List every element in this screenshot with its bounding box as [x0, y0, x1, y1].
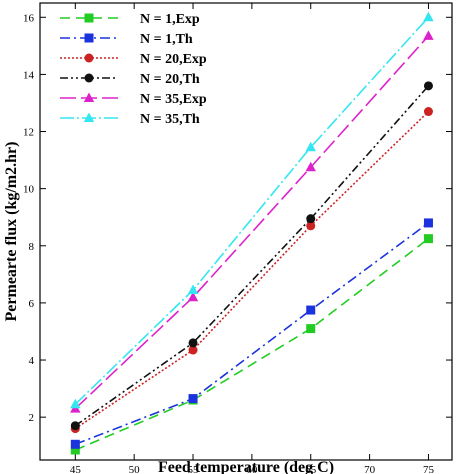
x-tick-label: 65 — [305, 464, 317, 474]
legend-entry: N = 35,Exp — [60, 92, 207, 107]
axes: 45 50 55 60 65 70 75 2 4 6 8 10 12 14 16 — [23, 2, 453, 474]
series-line — [74, 35, 430, 410]
series-line — [74, 85, 430, 427]
series-1 — [70, 234, 433, 455]
legend-marker — [84, 73, 94, 83]
data-point — [423, 81, 433, 91]
legend-label: N = 1,Th — [140, 32, 193, 47]
y-tick-label: 16 — [23, 12, 35, 24]
y-tick-label: 10 — [23, 184, 35, 196]
data-point — [306, 214, 316, 224]
series-5 — [70, 30, 434, 413]
legend-marker — [84, 13, 94, 23]
y-axis-title: Permearte flux (kg/m2.hr) — [3, 142, 20, 322]
data-point — [423, 234, 433, 244]
data-point — [188, 345, 198, 355]
data-point — [306, 305, 316, 315]
series-3 — [70, 107, 433, 434]
x-tick-label: 70 — [364, 464, 376, 474]
series-line — [75, 238, 429, 451]
data-point — [423, 30, 434, 40]
series-line — [74, 16, 430, 405]
x-tick-label: 55 — [188, 464, 200, 474]
y-tick-label: 12 — [23, 127, 34, 139]
data-point — [188, 394, 198, 404]
legend-entry: N = 1,Exp — [60, 12, 200, 27]
x-axis-title: Feed temperature (deg C) — [158, 459, 334, 474]
data-point — [188, 338, 198, 348]
legend-entry: N = 20,Exp — [60, 52, 207, 67]
legend-marker — [84, 33, 94, 43]
legend-label: N = 20,Th — [140, 72, 200, 87]
legend-entry: N = 1,Th — [60, 32, 193, 47]
data-point — [423, 107, 433, 117]
series-2 — [70, 218, 433, 449]
y-tick-label: 2 — [29, 412, 35, 424]
legend-label: N = 1,Exp — [140, 12, 200, 27]
legend: N = 1,Exp N = 1,Th N = 20,Exp N = 20,Th N = … — [60, 12, 207, 127]
data-point — [306, 221, 316, 231]
series-6 — [70, 11, 434, 409]
data-point — [305, 161, 316, 172]
data-point — [305, 141, 316, 152]
data-point — [306, 324, 316, 334]
y-tick-label: 6 — [29, 298, 35, 310]
x-tick-label: 50 — [129, 464, 141, 474]
series-layer — [70, 11, 434, 455]
y-tick-label: 8 — [29, 241, 35, 253]
y-tick-label: 14 — [23, 69, 35, 81]
legend-marker — [84, 53, 94, 63]
x-tick-label: 75 — [423, 464, 435, 474]
data-point — [187, 291, 199, 302]
x-tick-label: 45 — [70, 464, 82, 474]
legend-label: N = 35,Th — [140, 112, 200, 127]
legend-entry: N = 20,Th — [60, 72, 200, 87]
data-point — [70, 398, 81, 409]
x-tick-label: 60 — [246, 464, 258, 474]
data-point — [423, 218, 433, 228]
y-tick-label: 4 — [29, 355, 35, 367]
data-point — [70, 445, 80, 455]
legend-marker — [83, 112, 95, 122]
series-4 — [70, 81, 433, 431]
plot-frame — [39, 2, 453, 461]
legend-marker — [83, 92, 95, 102]
data-point — [187, 284, 199, 295]
data-point — [423, 11, 434, 22]
series-line — [75, 222, 429, 446]
data-point — [70, 439, 80, 449]
data-point — [70, 421, 80, 431]
legend-entry: N = 35,Th — [60, 112, 200, 127]
series-line — [74, 110, 430, 430]
legend-label: N = 20,Exp — [140, 52, 207, 67]
legend-label: N = 35,Exp — [140, 92, 207, 107]
